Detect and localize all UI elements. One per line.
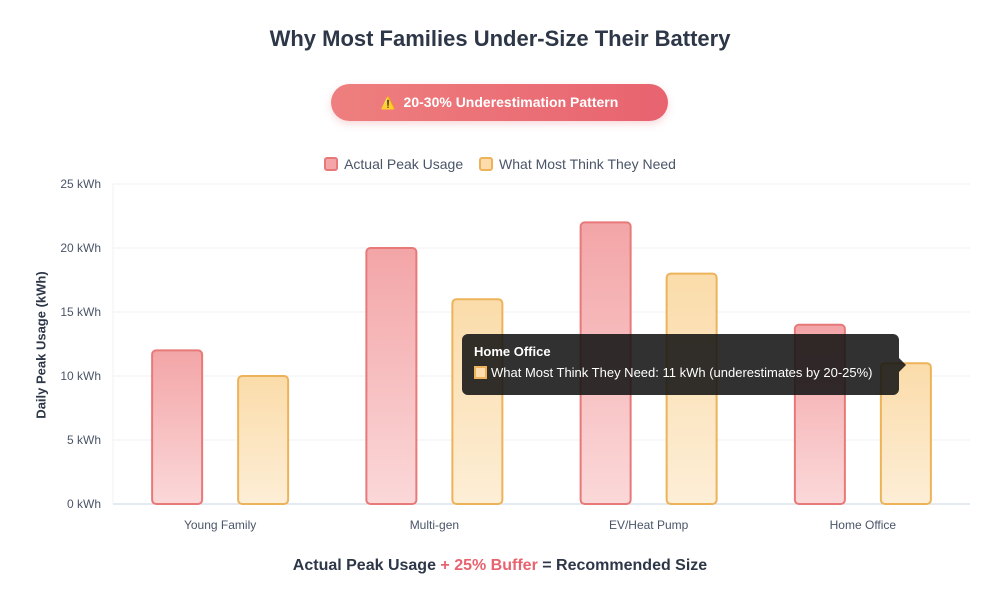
y-tick-label: 15 kWh [60, 305, 101, 319]
x-tick-label: Home Office [830, 518, 897, 532]
footer-part2: = Recommended Size [542, 557, 708, 574]
legend-item-think[interactable]: What Most Think They Need [479, 156, 676, 172]
x-tick-label: Multi-gen [410, 518, 459, 532]
underestimation-badge: ⚠️ 20-30% Underestimation Pattern [331, 84, 668, 121]
legend-item-actual[interactable]: Actual Peak Usage [324, 156, 463, 172]
bar-think[interactable] [237, 375, 290, 505]
chart-legend: Actual Peak Usage What Most Think They N… [0, 156, 1000, 174]
tooltip: Home Office What Most Think They Need: 1… [462, 334, 906, 395]
tooltip-row: What Most Think They Need: 11 kWh (under… [474, 365, 887, 380]
y-tick-label: 20 kWh [60, 241, 101, 255]
legend-label-actual: Actual Peak Usage [344, 156, 464, 172]
legend-swatch-think [479, 157, 494, 171]
tooltip-text: What Most Think They Need: 11 kWh (under… [491, 365, 873, 380]
tooltip-title: Home Office [474, 344, 551, 359]
bar-actual[interactable] [151, 349, 204, 505]
chart-title: Why Most Families Under-Size Their Batte… [269, 26, 731, 51]
badge-text: 20-30% Underestimation Pattern [403, 94, 619, 110]
footer-formula: Actual Peak Usage + 25% Buffer = Recomme… [0, 557, 1000, 575]
bar-actual[interactable] [365, 247, 418, 505]
tooltip-swatch [474, 366, 487, 379]
legend-label-think: What Most Think They Need [499, 156, 676, 172]
x-tick-label: Young Family [184, 518, 256, 532]
footer-part1: Actual Peak Usage [292, 557, 436, 574]
y-tick-label: 0 kWh [67, 497, 101, 511]
x-tick-label: EV/Heat Pump [609, 518, 689, 532]
y-tick-label: 25 kWh [60, 177, 101, 191]
legend-swatch-actual [324, 157, 339, 171]
warning-icon: ⚠️ [380, 96, 396, 110]
bar-think[interactable] [451, 298, 504, 506]
y-tick-label: 5 kWh [67, 433, 101, 447]
footer-accent: + 25% Buffer [440, 557, 538, 574]
y-tick-label: 10 kWh [60, 369, 101, 383]
